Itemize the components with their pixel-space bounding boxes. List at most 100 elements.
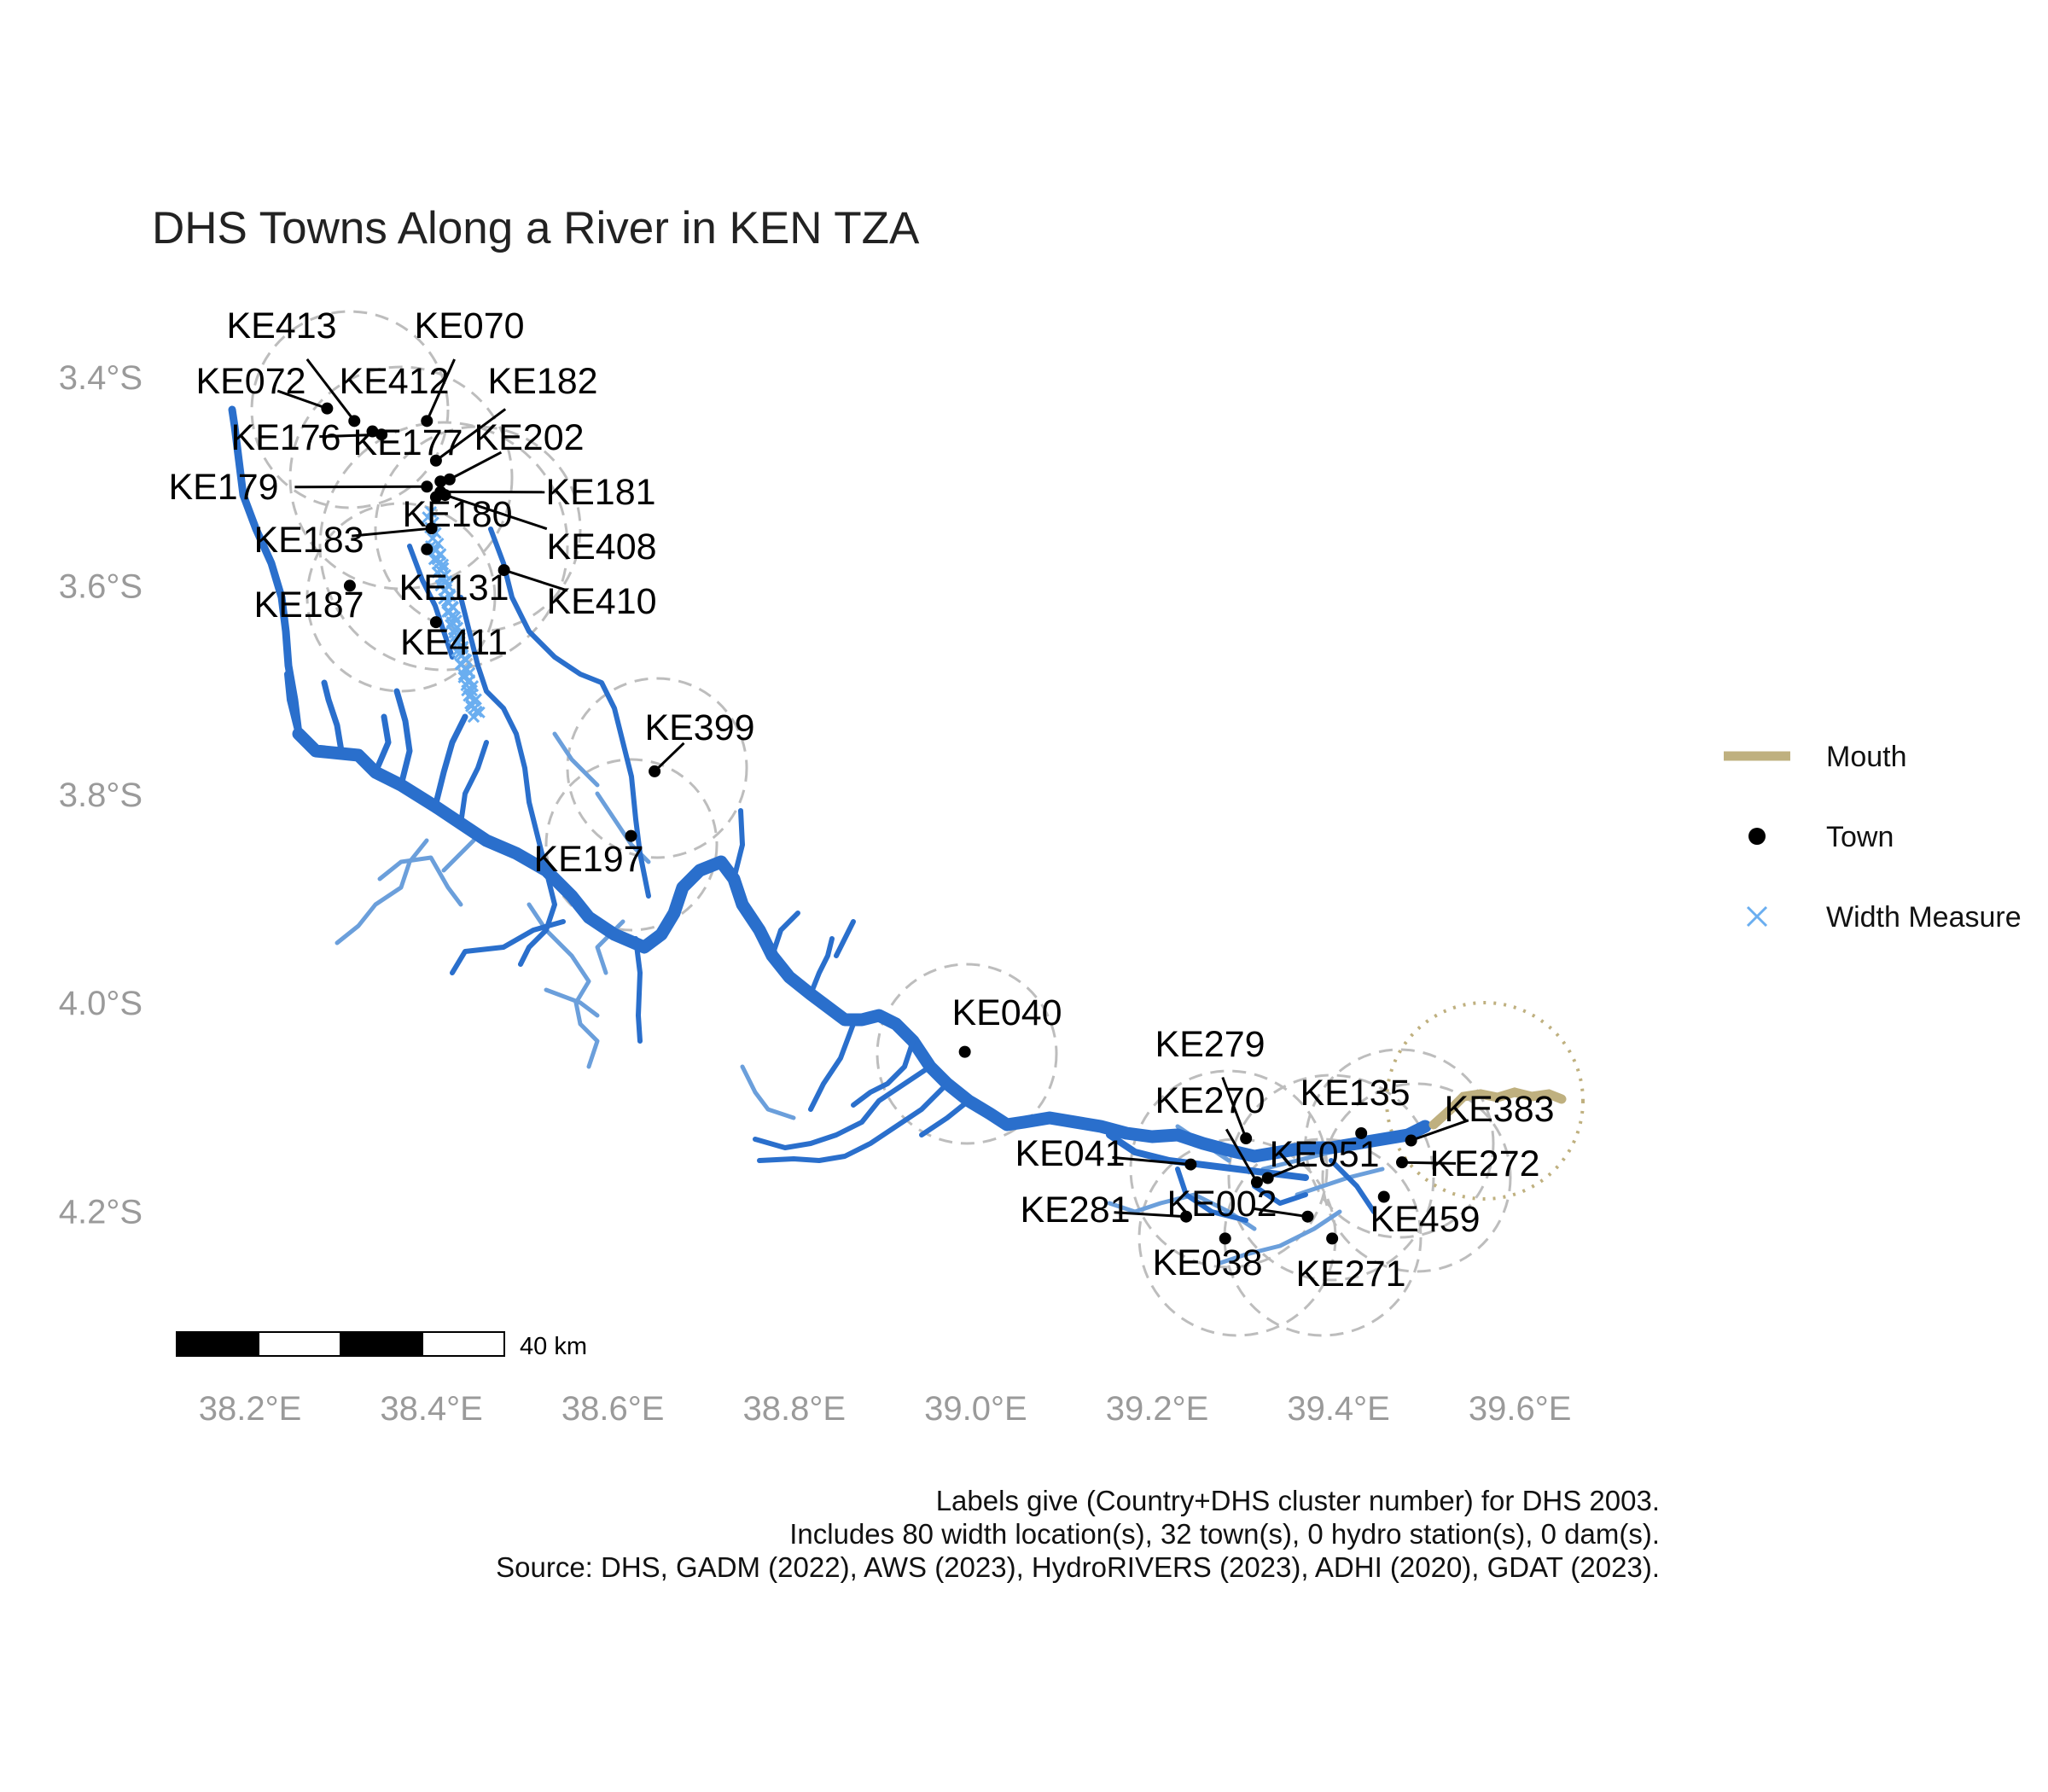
main-stem (292, 727, 1432, 1163)
river-segment (552, 731, 600, 788)
town-marker (366, 425, 379, 438)
town-label: KE459 (1370, 1199, 1480, 1240)
river-segment (372, 713, 392, 776)
lon-tick-label: 39.2°E (1106, 1390, 1209, 1428)
town-marker (421, 543, 433, 556)
town-label: KE383 (1444, 1089, 1554, 1130)
river-segment (377, 855, 463, 907)
leader-line (1225, 1128, 1259, 1184)
town-label: KE279 (1155, 1024, 1265, 1065)
river-segment (1175, 1167, 1248, 1223)
leader-line (1267, 1161, 1306, 1179)
town-marker (1219, 1232, 1231, 1245)
town-marker (1261, 1172, 1274, 1184)
buffer-circle (1227, 1073, 1435, 1282)
town-marker (375, 428, 388, 441)
river-segment (518, 868, 557, 967)
legend-label-mouth: Mouth (1826, 741, 1907, 773)
town-label: KE072 (195, 361, 305, 402)
river-segment (1329, 1158, 1376, 1214)
scale-segment (340, 1332, 422, 1356)
river-network (228, 405, 1432, 1265)
leader-line (503, 568, 568, 592)
width-measures (422, 505, 486, 724)
leader-line (305, 358, 356, 422)
lat-tick-label: 3.4°S (59, 359, 143, 397)
leader-line (352, 527, 432, 538)
town-points (321, 402, 1417, 1245)
river-segment (458, 740, 489, 826)
river-mouth (1428, 1087, 1567, 1130)
town-label: KE182 (487, 361, 597, 402)
town-label: KE176 (230, 417, 340, 458)
leader-line (654, 742, 685, 772)
town-marker (1405, 1134, 1417, 1147)
town-marker (421, 415, 433, 428)
town-label: KE410 (546, 581, 656, 622)
town-marker (1250, 1176, 1263, 1189)
town-label: KE271 (1295, 1254, 1405, 1295)
leader-line (449, 451, 503, 481)
river-segment (432, 713, 468, 810)
town-legend-key (1748, 828, 1766, 845)
town-label: KE187 (253, 585, 364, 625)
river-segment (740, 1064, 796, 1120)
town-marker (348, 415, 361, 428)
latitude-axis: 3.4°S 3.6°S 3.8°S 4.0°S 4.2°S (59, 359, 143, 1231)
town-marker (429, 616, 442, 629)
river-segment (284, 671, 302, 737)
town-marker (429, 454, 442, 467)
river-segment (1260, 1149, 1334, 1172)
town-label: KE070 (414, 305, 524, 346)
legend: Mouth Town Width Measure (1724, 741, 2022, 934)
buffer-circle (566, 677, 748, 859)
lat-tick-label: 3.6°S (59, 567, 143, 605)
town-marker (443, 473, 456, 486)
river-segment (633, 936, 643, 1044)
town-marker (1396, 1156, 1409, 1169)
town-marker (625, 829, 637, 842)
town-label: KE270 (1155, 1080, 1265, 1121)
leader-line (425, 358, 456, 422)
town-label: KE038 (1152, 1242, 1262, 1283)
river-segment (731, 808, 745, 881)
river-segment (757, 1081, 950, 1163)
river-segment (770, 911, 800, 958)
lon-tick-label: 39.6°E (1469, 1390, 1572, 1428)
buffer-circle (318, 421, 569, 672)
buffer-circle (374, 425, 582, 633)
main-channels (228, 405, 1432, 1223)
river-segment (808, 936, 835, 997)
river-segment (407, 544, 455, 660)
caption-line: Labels give (Country+DHS cluster number)… (936, 1485, 1660, 1516)
scale-outline (176, 1331, 505, 1357)
river-segment (1295, 1167, 1385, 1197)
leader-line (1221, 1076, 1248, 1139)
lon-tick-label: 38.2°E (199, 1390, 302, 1428)
town-label: KE411 (400, 622, 508, 663)
town-label: KE051 (1269, 1134, 1379, 1175)
town-label: KE399 (644, 707, 754, 748)
river-segment (834, 919, 856, 958)
river-segment (335, 838, 429, 945)
scale-segment (422, 1331, 505, 1357)
town-marker (321, 402, 334, 415)
river-segment (851, 1039, 916, 1108)
town-label: KE412 (339, 361, 449, 402)
buffer-circle (544, 758, 719, 932)
river-segment (527, 902, 600, 1069)
town-label: KE040 (951, 992, 1062, 1033)
town-label: KE183 (253, 520, 364, 561)
buffer-circle (288, 365, 514, 591)
town-label: KE002 (1167, 1184, 1277, 1225)
town-marker (1377, 1190, 1390, 1203)
leader-line (435, 408, 507, 462)
town-label: KE197 (533, 839, 643, 880)
river-segment (808, 1021, 856, 1112)
caption: Labels give (Country+DHS cluster number)… (496, 1485, 1660, 1583)
town-label: KE041 (1015, 1133, 1125, 1174)
town-label: KE272 (1429, 1143, 1539, 1184)
town-marker (1355, 1126, 1368, 1139)
lon-tick-label: 38.4°E (380, 1390, 483, 1428)
lon-tick-label: 38.8°E (743, 1390, 847, 1428)
